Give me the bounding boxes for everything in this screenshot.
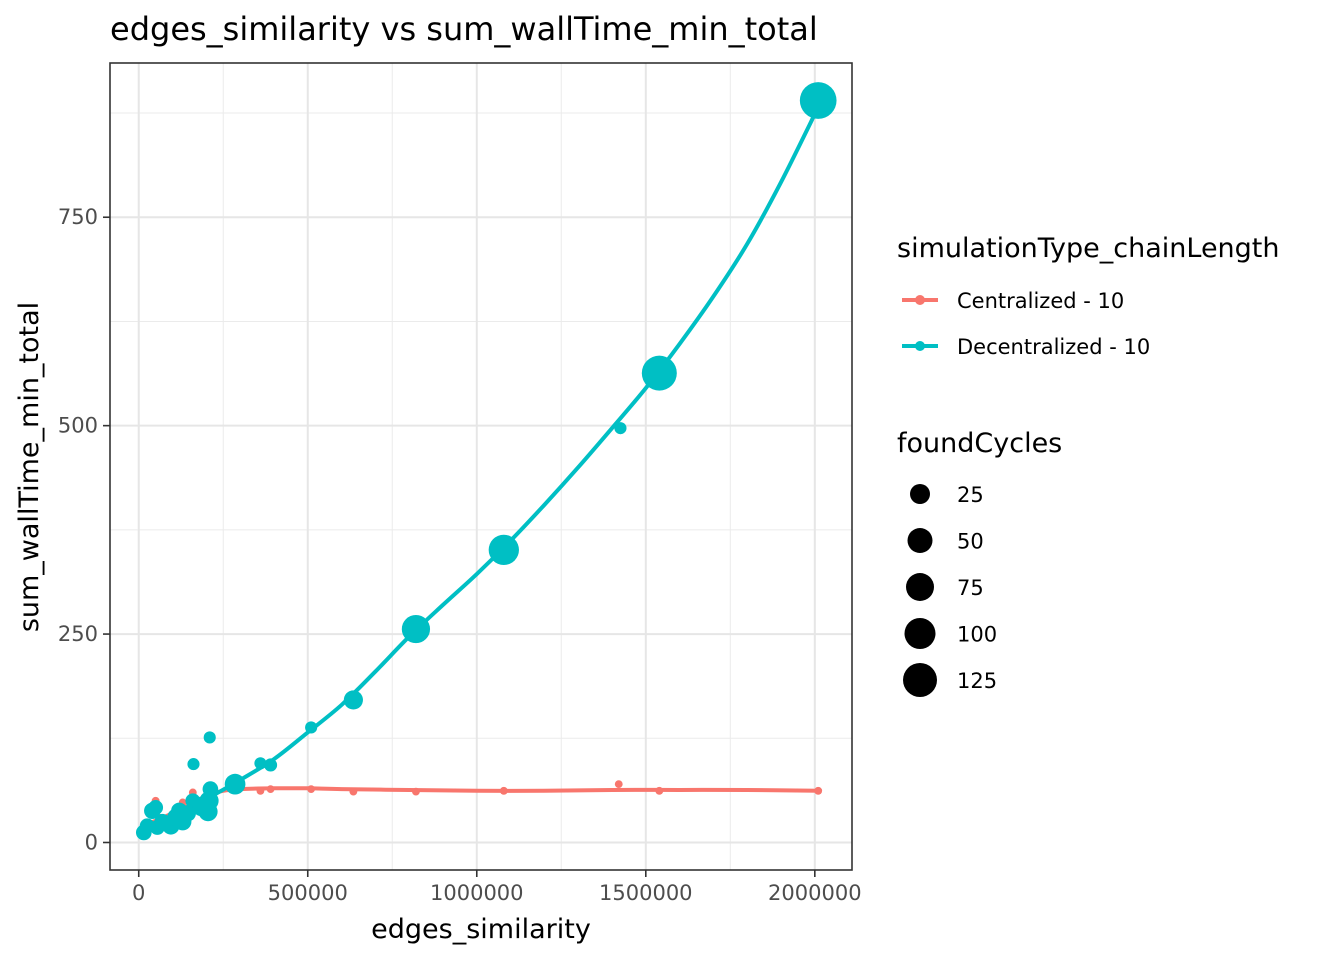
- legend-label: Centralized - 10: [957, 289, 1124, 313]
- plot-border: [109, 62, 853, 871]
- data-point-centralized: [349, 787, 358, 796]
- x-axis: 0 500000 1000000 1500000 2000000: [132, 870, 862, 905]
- legend-key-point: [915, 341, 925, 351]
- legend-label: Decentralized - 10: [957, 335, 1150, 359]
- data-point-decentralized: [187, 758, 200, 771]
- size-legend-label: 50: [957, 530, 984, 554]
- data-point-decentralized: [254, 757, 267, 770]
- data-point-decentralized: [305, 721, 318, 734]
- color-legend-title: simulationType_chainLength: [897, 233, 1280, 264]
- data-point-decentralized: [202, 781, 219, 797]
- data-point-centralized: [814, 786, 823, 795]
- size-legend-label: 75: [957, 576, 984, 600]
- data-point-decentralized: [641, 355, 677, 391]
- size-legend-key: [910, 484, 930, 504]
- size-legend-title: foundCycles: [897, 428, 1062, 459]
- data-point-decentralized: [148, 800, 164, 815]
- data-point-decentralized: [614, 422, 627, 435]
- chart-title: edges_similarity vs sum_wallTime_min_tot…: [110, 10, 818, 48]
- x-tick-label: 1000000: [430, 881, 524, 905]
- x-tick-label: 500000: [268, 881, 348, 905]
- y-axis: 0 250 500 750: [58, 205, 110, 854]
- legend-key-point: [915, 295, 925, 305]
- y-tick-label: 0: [85, 830, 98, 854]
- size-legend-key: [904, 618, 936, 649]
- y-tick-label: 500: [58, 414, 98, 438]
- plot-area: [109, 62, 853, 871]
- x-axis-title: edges_similarity: [371, 914, 591, 945]
- size-legend-label: 100: [957, 623, 997, 647]
- size-legend-key: [906, 573, 934, 601]
- data-point-centralized: [655, 786, 664, 795]
- data-point-decentralized: [203, 731, 216, 744]
- x-tick-label: 1500000: [599, 881, 693, 905]
- legend: simulationType_chainLength Centralized -…: [897, 233, 1280, 697]
- size-legend-entries: 25 50 75 100 125: [903, 483, 997, 697]
- data-point-decentralized: [343, 690, 363, 710]
- y-axis-title: sum_wallTime_min_total: [14, 302, 45, 632]
- data-point-centralized: [412, 787, 420, 796]
- y-tick-label: 250: [58, 622, 98, 646]
- size-legend-key: [907, 528, 933, 553]
- size-legend-label: 125: [957, 669, 997, 693]
- x-tick-label: 0: [132, 881, 145, 905]
- data-point-decentralized: [488, 534, 519, 566]
- smooth-line-decentralized: [141, 105, 821, 832]
- color-legend-entries: Centralized - 10 Decentralized - 10: [902, 289, 1150, 359]
- x-tick-label: 2000000: [768, 881, 862, 905]
- size-legend-label: 25: [957, 483, 984, 507]
- data-points: [135, 82, 837, 841]
- data-point-decentralized: [401, 614, 431, 644]
- data-point-centralized: [614, 780, 623, 789]
- y-tick-label: 750: [58, 205, 98, 229]
- data-point-decentralized: [224, 773, 246, 795]
- data-point-decentralized: [264, 758, 278, 772]
- plot-panel: [110, 63, 852, 870]
- data-point-centralized: [307, 785, 316, 794]
- data-point-centralized: [256, 786, 265, 795]
- data-point-decentralized: [799, 82, 837, 119]
- data-point-centralized: [499, 786, 508, 795]
- size-legend-key: [903, 663, 937, 697]
- data-point-centralized: [266, 785, 275, 794]
- grid-lines: [110, 63, 852, 870]
